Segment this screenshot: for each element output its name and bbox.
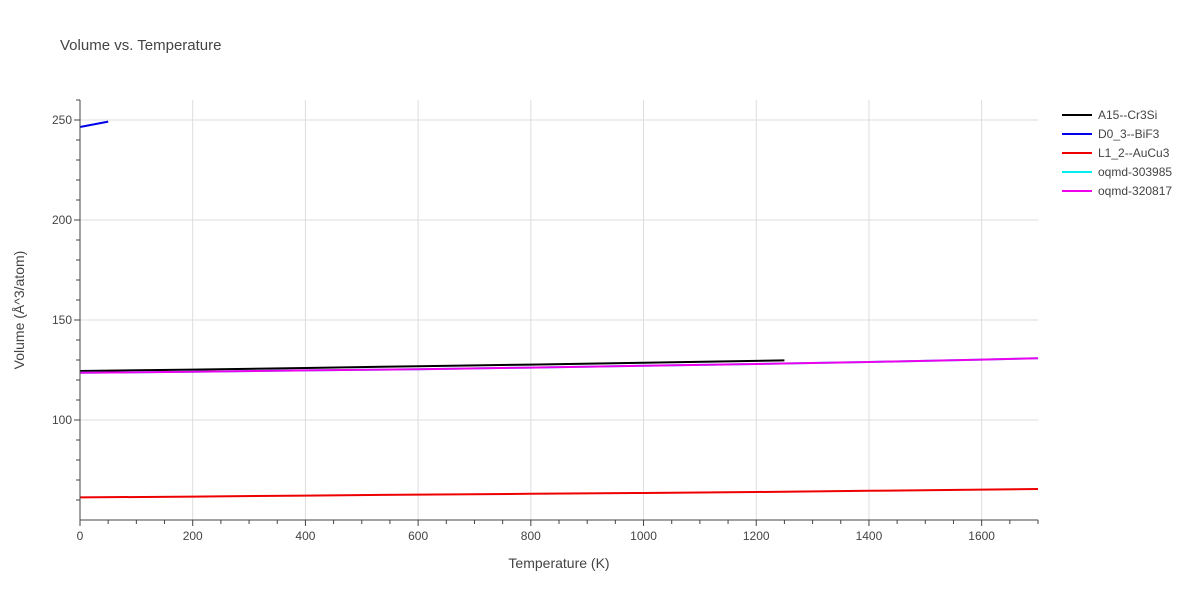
y-axis-title: Volume (Å^3/atom) (11, 251, 27, 370)
y-tick-labels: 100 150 200 250 (52, 113, 72, 427)
x-axis-title: Temperature (K) (508, 555, 609, 571)
y-tick-label: 250 (52, 113, 72, 127)
series-line-0 (79, 359, 785, 372)
legend-label: L1_2--AuCu3 (1098, 146, 1170, 160)
x-tick-label: 1200 (743, 529, 770, 543)
legend[interactable]: A15--Cr3Si D0_3--BiF3 L1_2--AuCu3 oqmd-3039… (1062, 108, 1172, 198)
x-tick-label: 1000 (630, 529, 657, 543)
grid-lines (80, 100, 1038, 520)
x-tick-label: 600 (408, 529, 428, 543)
legend-item-2[interactable]: L1_2--AuCu3 (1062, 146, 1170, 160)
y-tick-label: 150 (52, 313, 72, 327)
y-tick-label: 100 (52, 413, 72, 427)
x-tick-label: 1600 (968, 529, 995, 543)
x-tick-label: 0 (77, 529, 84, 543)
legend-label: A15--Cr3Si (1098, 108, 1157, 122)
y-tick-label: 200 (52, 213, 72, 227)
series-line-4 (79, 357, 1039, 374)
chart-title: Volume vs. Temperature (60, 37, 221, 54)
plot-series (79, 120, 1039, 499)
legend-item-3[interactable]: oqmd-303985 (1062, 165, 1172, 179)
legend-item-4[interactable]: oqmd-320817 (1062, 184, 1172, 198)
x-tick-label: 200 (183, 529, 203, 543)
legend-item-1[interactable]: D0_3--BiF3 (1062, 127, 1160, 141)
x-tick-label: 800 (521, 529, 541, 543)
legend-item-0[interactable]: A15--Cr3Si (1062, 108, 1157, 122)
legend-label: D0_3--BiF3 (1098, 127, 1160, 141)
series-line-2 (79, 488, 1039, 499)
axes (74, 99, 1039, 526)
series-line-1 (79, 120, 109, 128)
x-tick-label: 400 (295, 529, 315, 543)
x-tick-labels: 0 200 400 600 800 1000 1200 1400 1600 (77, 529, 996, 543)
legend-label: oqmd-320817 (1098, 184, 1172, 198)
x-tick-label: 1400 (856, 529, 883, 543)
legend-label: oqmd-303985 (1098, 165, 1172, 179)
